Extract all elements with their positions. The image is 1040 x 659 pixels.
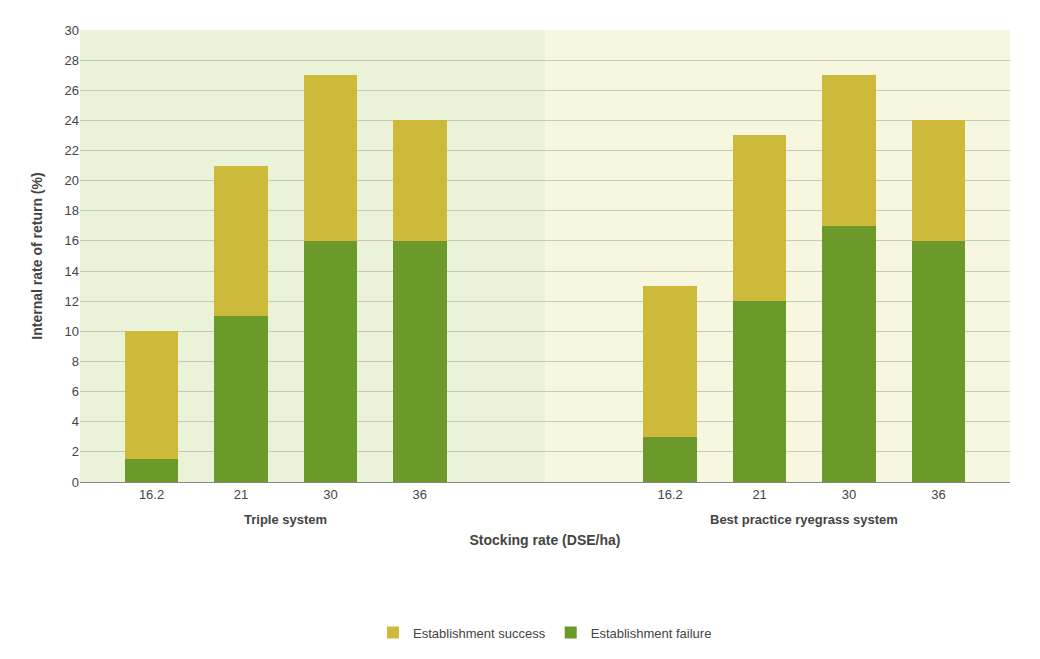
svg-text:24: 24 <box>65 113 79 128</box>
svg-text:21: 21 <box>234 487 248 502</box>
svg-text:Best practice ryegrass system: Best practice ryegrass system <box>710 512 898 527</box>
svg-text:22: 22 <box>65 143 79 158</box>
svg-text:36: 36 <box>413 487 427 502</box>
svg-text:21: 21 <box>752 487 766 502</box>
svg-text:6: 6 <box>72 384 79 399</box>
svg-text:0: 0 <box>72 475 79 490</box>
svg-text:14: 14 <box>65 264 79 279</box>
svg-text:26: 26 <box>65 83 79 98</box>
svg-text:28: 28 <box>65 53 79 68</box>
svg-text:4: 4 <box>72 414 79 429</box>
svg-text:18: 18 <box>65 203 79 218</box>
svg-text:Stocking rate (DSE/ha): Stocking rate (DSE/ha) <box>470 532 621 548</box>
svg-text:16: 16 <box>65 233 79 248</box>
svg-text:2: 2 <box>72 444 79 459</box>
svg-text:20: 20 <box>65 173 79 188</box>
svg-text:Triple system: Triple system <box>244 512 327 527</box>
svg-text:30: 30 <box>65 23 79 38</box>
svg-text:Internal rate of return (%): Internal rate of return (%) <box>29 172 45 339</box>
svg-text:10: 10 <box>65 324 79 339</box>
svg-text:16.2: 16.2 <box>658 487 683 502</box>
svg-text:30: 30 <box>323 487 337 502</box>
svg-text:8: 8 <box>72 354 79 369</box>
svg-text:Establishment success: Establishment success <box>413 626 546 641</box>
svg-text:30: 30 <box>842 487 856 502</box>
svg-text:12: 12 <box>65 294 79 309</box>
svg-text:Establishment failure: Establishment failure <box>591 626 712 641</box>
svg-text:36: 36 <box>931 487 945 502</box>
svg-text:16.2: 16.2 <box>139 487 164 502</box>
